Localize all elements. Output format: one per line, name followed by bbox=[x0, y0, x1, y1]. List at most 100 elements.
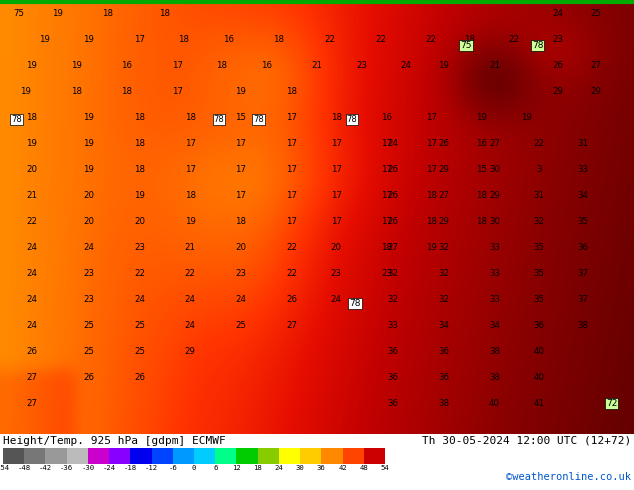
Text: 19: 19 bbox=[476, 113, 488, 122]
Text: 30: 30 bbox=[489, 217, 500, 226]
Text: 18: 18 bbox=[330, 113, 342, 122]
Text: 26: 26 bbox=[286, 294, 297, 304]
Text: 29: 29 bbox=[438, 165, 450, 173]
Text: 42: 42 bbox=[338, 465, 347, 471]
Bar bbox=[88, 448, 110, 464]
Text: 21: 21 bbox=[184, 243, 196, 252]
Text: 19: 19 bbox=[83, 34, 94, 44]
Text: 17: 17 bbox=[330, 191, 342, 199]
Bar bbox=[173, 448, 194, 464]
Text: 33: 33 bbox=[387, 321, 399, 330]
Text: 24: 24 bbox=[330, 294, 342, 304]
Text: 20: 20 bbox=[330, 243, 342, 252]
Text: 18: 18 bbox=[273, 34, 285, 44]
Text: 17: 17 bbox=[184, 139, 196, 147]
Text: 19: 19 bbox=[134, 191, 145, 199]
Text: 23: 23 bbox=[235, 269, 247, 278]
Text: 26: 26 bbox=[438, 139, 450, 147]
Text: 36: 36 bbox=[533, 321, 545, 330]
Bar bbox=[342, 448, 364, 464]
Bar bbox=[109, 448, 131, 464]
Text: 17: 17 bbox=[381, 191, 392, 199]
Text: 18: 18 bbox=[121, 87, 133, 96]
Text: 17: 17 bbox=[425, 139, 437, 147]
Text: 18: 18 bbox=[476, 217, 488, 226]
Text: 36: 36 bbox=[387, 347, 399, 356]
Text: 19: 19 bbox=[26, 61, 37, 70]
Text: 37: 37 bbox=[578, 269, 589, 278]
Text: 78: 78 bbox=[349, 299, 361, 308]
Text: 24: 24 bbox=[134, 294, 145, 304]
Bar bbox=[215, 448, 236, 464]
Text: 36: 36 bbox=[438, 373, 450, 382]
Text: 33: 33 bbox=[489, 294, 500, 304]
Text: 15: 15 bbox=[476, 165, 488, 173]
Text: 17: 17 bbox=[235, 165, 247, 173]
Text: 40: 40 bbox=[533, 347, 545, 356]
Text: 32: 32 bbox=[387, 294, 399, 304]
Text: 24: 24 bbox=[26, 294, 37, 304]
Text: 29: 29 bbox=[552, 87, 564, 96]
Text: 36: 36 bbox=[317, 465, 326, 471]
Text: 27: 27 bbox=[489, 139, 500, 147]
Text: 12: 12 bbox=[232, 465, 241, 471]
Text: 78: 78 bbox=[532, 41, 543, 50]
Bar bbox=[46, 448, 67, 464]
Text: 22: 22 bbox=[533, 139, 545, 147]
Text: 30: 30 bbox=[295, 465, 304, 471]
Text: 20: 20 bbox=[26, 165, 37, 173]
Text: ©weatheronline.co.uk: ©weatheronline.co.uk bbox=[506, 472, 631, 482]
Text: -48: -48 bbox=[18, 465, 31, 471]
Text: 19: 19 bbox=[438, 61, 450, 70]
Text: 22: 22 bbox=[286, 243, 297, 252]
Text: 18: 18 bbox=[26, 113, 37, 122]
Text: 26: 26 bbox=[26, 347, 37, 356]
Text: 22: 22 bbox=[375, 34, 386, 44]
Text: 36: 36 bbox=[387, 399, 399, 408]
Text: 36: 36 bbox=[578, 243, 589, 252]
Text: 31: 31 bbox=[533, 191, 545, 199]
Text: 19: 19 bbox=[184, 217, 196, 226]
Text: 27: 27 bbox=[387, 243, 399, 252]
Text: 17: 17 bbox=[134, 34, 145, 44]
Text: 41: 41 bbox=[533, 399, 545, 408]
Text: 19: 19 bbox=[235, 87, 247, 96]
Bar bbox=[236, 448, 258, 464]
Text: 19: 19 bbox=[51, 8, 63, 18]
Text: 17: 17 bbox=[425, 165, 437, 173]
Text: 23: 23 bbox=[381, 269, 392, 278]
Text: 23: 23 bbox=[83, 269, 94, 278]
Text: 17: 17 bbox=[381, 139, 392, 147]
Text: 21: 21 bbox=[489, 61, 500, 70]
Text: 22: 22 bbox=[425, 34, 437, 44]
Text: 38: 38 bbox=[578, 321, 589, 330]
Text: 33: 33 bbox=[489, 269, 500, 278]
Text: 24: 24 bbox=[552, 8, 564, 18]
Text: Height/Temp. 925 hPa [gdpm] ECMWF: Height/Temp. 925 hPa [gdpm] ECMWF bbox=[3, 436, 226, 446]
Bar bbox=[3, 448, 25, 464]
Text: 6: 6 bbox=[213, 465, 217, 471]
Text: 54: 54 bbox=[380, 465, 389, 471]
Text: 35: 35 bbox=[578, 217, 589, 226]
Text: 27: 27 bbox=[590, 61, 602, 70]
Text: 15: 15 bbox=[235, 113, 247, 122]
Text: 27: 27 bbox=[438, 191, 450, 199]
Text: 35: 35 bbox=[533, 243, 545, 252]
Text: Th 30-05-2024 12:00 UTC (12+72): Th 30-05-2024 12:00 UTC (12+72) bbox=[422, 436, 631, 446]
Text: 24: 24 bbox=[275, 465, 283, 471]
Text: 17: 17 bbox=[330, 217, 342, 226]
Text: 19: 19 bbox=[26, 139, 37, 147]
Text: 25: 25 bbox=[83, 321, 94, 330]
Text: 24: 24 bbox=[400, 61, 411, 70]
Text: 23: 23 bbox=[134, 243, 145, 252]
Text: 17: 17 bbox=[286, 113, 297, 122]
Text: 78: 78 bbox=[347, 115, 357, 124]
Text: -12: -12 bbox=[145, 465, 158, 471]
Text: 26: 26 bbox=[387, 165, 399, 173]
Text: 18: 18 bbox=[425, 217, 437, 226]
Text: 17: 17 bbox=[286, 139, 297, 147]
Text: 24: 24 bbox=[387, 139, 399, 147]
Bar bbox=[300, 448, 321, 464]
Text: 20: 20 bbox=[134, 217, 145, 226]
Text: 48: 48 bbox=[359, 465, 368, 471]
